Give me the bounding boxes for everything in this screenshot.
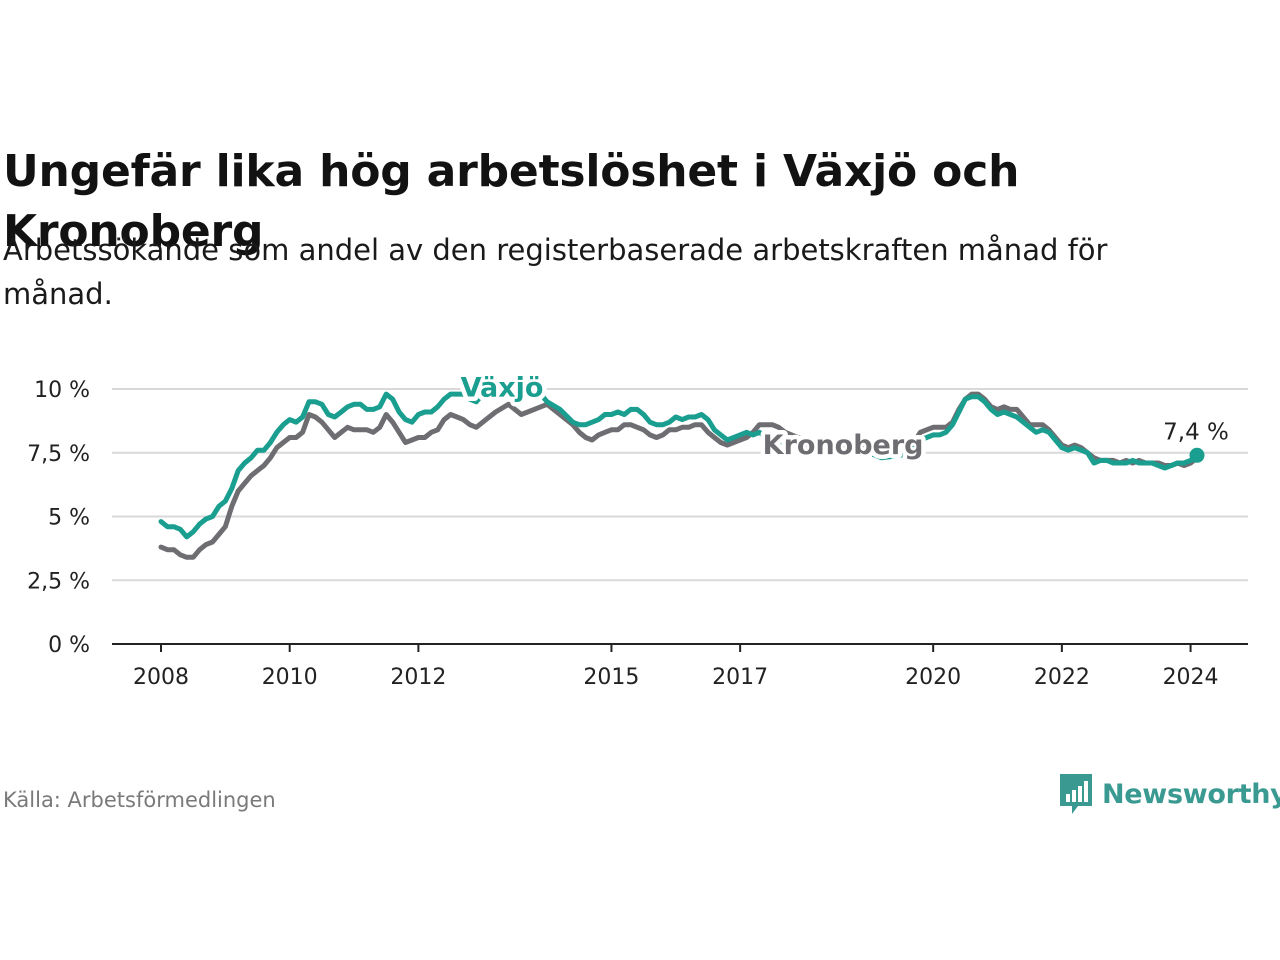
x-tick-label: 2024	[1163, 665, 1219, 690]
series-label-halo: Kronoberg	[763, 430, 924, 461]
y-tick-label: 10 %	[34, 378, 90, 403]
end-point-marker	[1189, 447, 1205, 463]
gridlines	[112, 388, 1248, 582]
chart-subtitle: Arbetssökande som andel av den registerb…	[3, 233, 1108, 311]
series-label-växjö: Växjö	[461, 372, 544, 403]
axes: 0 % 2,5 % 5 % 7,5 % 10 % 2008 2010 2012 2015 2017…	[27, 378, 1248, 690]
bar-chart-speech-bubble-icon	[1060, 774, 1092, 814]
x-tick-label: 2015	[583, 665, 639, 690]
y-tick-label: 5 %	[48, 506, 90, 531]
source-note: Källa: Arbetsförmedlingen	[3, 788, 276, 812]
brand-logo[interactable]: Newsworthy	[1058, 772, 1280, 816]
x-tick-label: 2008	[133, 665, 189, 690]
end-value-label: 7,4 %	[1163, 419, 1229, 445]
y-tick-label: 0 %	[48, 633, 90, 658]
x-tick-label: 2012	[390, 665, 446, 690]
series-line-kronoberg	[158, 391, 1200, 560]
x-tick-label: 2020	[905, 665, 961, 690]
series-label-kronoberg: Kronoberg	[763, 430, 924, 461]
series-lines	[158, 383, 1200, 560]
x-tick-label: 2022	[1034, 665, 1090, 690]
chart-title: Ungefär lika hög arbetslöshet i Växjö oc…	[3, 146, 1020, 257]
brand-name: Newsworthy	[1102, 778, 1280, 810]
line-chart: 0 % 2,5 % 5 % 7,5 % 10 % 2008 2010 2012 2015 2017…	[27, 368, 1248, 690]
y-tick-label: 2,5 %	[27, 569, 90, 594]
series-line-växjö	[158, 383, 1200, 540]
x-tick-label: 2017	[712, 665, 768, 690]
y-tick-label: 7,5 %	[27, 442, 90, 467]
series-label-halo: Växjö	[461, 372, 544, 403]
x-tick-label: 2010	[262, 665, 318, 690]
